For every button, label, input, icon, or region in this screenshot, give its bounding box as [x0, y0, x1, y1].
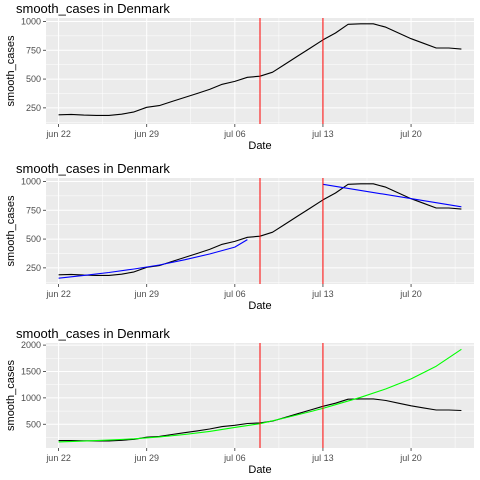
series-line-3	[322, 183, 462, 208]
y-tick-label: 500	[26, 74, 41, 84]
y-tick-label: 500	[26, 234, 41, 244]
chart-svg: smooth_cases in Denmark 500 1000 1500 2000 ju…	[5, 326, 474, 476]
y-tick-label: 250	[26, 263, 41, 273]
x-axis-label: Date	[248, 140, 271, 152]
x-tick-label: jul 20	[399, 289, 422, 299]
y-tick-label: 500	[26, 419, 41, 429]
y-tick-label: 1500	[21, 366, 41, 376]
chart-panel-3: smooth_cases in Denmark 500 1000 1500 2000 ju…	[0, 320, 480, 480]
x-tick-label: jul 20	[399, 453, 422, 463]
x-tick-label: jun 29	[133, 289, 159, 299]
y-tick-label: 1000	[21, 176, 41, 186]
chart-panel-2: smooth_cases in Denmark 250 500 750 1000 jun …	[0, 160, 480, 320]
y-axis-label: smooth_cases	[5, 195, 17, 266]
chart-title: smooth_cases in Denmark	[16, 1, 170, 16]
chart-svg: smooth_cases in Denmark 250 500 750 1000 jun …	[5, 1, 474, 152]
y-tick-label: 250	[26, 103, 41, 113]
x-tick-label: jun 22	[45, 129, 71, 139]
x-tick-label: jul 13	[311, 453, 334, 463]
x-tick-label: jul 13	[311, 129, 334, 139]
x-axis-label: Date	[248, 300, 271, 312]
y-tick-label: 2000	[21, 340, 41, 350]
x-tick-label: jul 20	[399, 129, 422, 139]
y-tick-label: 1000	[21, 16, 41, 26]
chart-title: smooth_cases in Denmark	[16, 326, 170, 341]
x-tick-label: jun 22	[45, 289, 71, 299]
x-tick-label: jul 06	[223, 129, 246, 139]
y-axis-label: smooth_cases	[5, 35, 17, 106]
x-tick-label: jun 29	[133, 453, 159, 463]
y-tick-label: 750	[26, 205, 41, 215]
chart-panel-1: smooth_cases in Denmark 250 500 750 1000 jun …	[0, 0, 480, 160]
x-tick-label: jul 06	[223, 453, 246, 463]
x-tick-label: jul 06	[223, 289, 246, 299]
chart-svg: smooth_cases in Denmark 250 500 750 1000 jun …	[5, 161, 474, 312]
series-line-2	[58, 348, 462, 443]
chart-title: smooth_cases in Denmark	[16, 161, 170, 176]
y-tick-label: 1000	[21, 393, 41, 403]
x-tick-label: jun 29	[133, 129, 159, 139]
x-axis-label: Date	[248, 464, 271, 476]
y-tick-label: 750	[26, 45, 41, 55]
x-tick-label: jun 22	[45, 453, 71, 463]
y-axis-label: smooth_cases	[5, 360, 17, 431]
x-tick-label: jul 13	[311, 289, 334, 299]
series-line-2	[58, 239, 248, 279]
